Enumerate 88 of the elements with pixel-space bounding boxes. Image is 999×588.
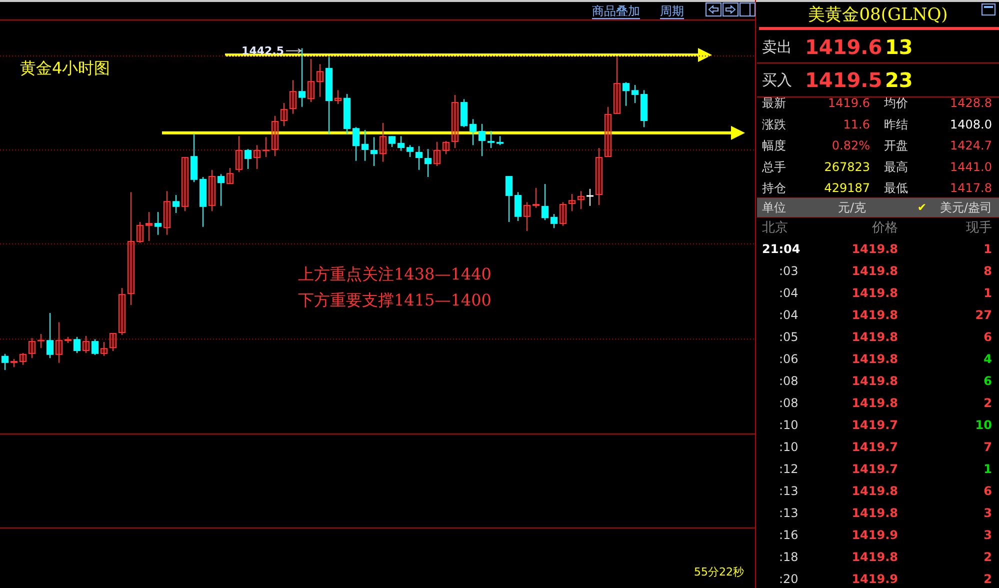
text: 267823 (824, 160, 870, 174)
text: 1419.8 (852, 330, 898, 344)
text: 持仓 (762, 181, 786, 196)
text: 美元/盎司 (940, 200, 992, 214)
text: 23 (885, 68, 913, 92)
text: 6 (984, 330, 992, 344)
text: ✔ (917, 201, 927, 214)
text: 6 (984, 484, 992, 498)
text: 卖出 (762, 38, 792, 56)
text: 1419.7 (852, 462, 898, 476)
text: :10 (779, 440, 798, 454)
text: 最新 (762, 96, 786, 110)
text: 13 (885, 35, 913, 59)
text: 1419.6 (805, 35, 882, 59)
text: 1419.8 (852, 396, 898, 410)
text: :18 (779, 550, 798, 564)
text: 1 (984, 286, 992, 300)
text: :04 (779, 308, 798, 322)
text: :20 (779, 572, 798, 586)
text: 7 (984, 440, 992, 454)
text: 单位 (762, 200, 786, 214)
text: 1419.6 (828, 96, 870, 110)
text: 1428.8 (950, 96, 992, 110)
text: :04 (779, 286, 798, 300)
annotation: 上方重点关注1438—1440 (298, 264, 492, 284)
text: 4 (984, 352, 992, 366)
text: 1419.8 (852, 308, 898, 322)
text: 1419.8 (852, 264, 898, 278)
text: :08 (779, 396, 798, 410)
text: 2 (984, 572, 992, 586)
text: 涨跌 (762, 117, 786, 132)
text: 1419.8 (852, 506, 898, 520)
text: 1419.7 (852, 418, 898, 432)
text: 10 (975, 418, 992, 432)
text: 开盘 (884, 138, 908, 153)
text: :13 (779, 484, 798, 498)
text: 1419.9 (852, 572, 898, 586)
text: 周期 (660, 4, 684, 18)
text: 昨结 (884, 117, 908, 132)
text: :16 (779, 528, 798, 542)
text: 429187 (824, 181, 870, 196)
text: 最低 (884, 181, 908, 196)
text: 1419.9 (852, 528, 898, 542)
text: 1419.8 (852, 242, 898, 256)
text: 1 (984, 462, 992, 476)
text: :13 (779, 506, 798, 520)
text: 6 (984, 374, 992, 388)
text: 1 (984, 242, 992, 256)
text: 总手 (761, 160, 786, 174)
text: 北京 (762, 220, 788, 236)
text: 1419.8 (852, 484, 898, 498)
text: :03 (779, 264, 798, 278)
text: 最高 (884, 160, 908, 174)
text: 1419.5 (805, 68, 882, 92)
text: 1424.7 (950, 138, 992, 153)
text: 商品叠加 (592, 4, 640, 18)
text: :08 (779, 374, 798, 388)
text: 1408.0 (950, 117, 992, 132)
text: 1419.8 (852, 352, 898, 366)
text: 均价 (883, 96, 908, 110)
text: 1419.8 (852, 374, 898, 388)
text: 元/克 (838, 200, 866, 214)
text: 3 (984, 528, 992, 542)
text: 8 (984, 264, 992, 278)
text: 价格 (871, 220, 898, 236)
text: 55分22秒 (694, 566, 744, 578)
text: 2 (984, 550, 992, 564)
annotation: 下方重要支撑1415—1400 (298, 290, 492, 310)
text: :12 (779, 462, 798, 476)
text: 11.6 (843, 117, 870, 132)
text: 2 (984, 396, 992, 410)
text: 1441.0 (950, 160, 992, 174)
text: 1417.8 (950, 181, 992, 196)
text: :05 (779, 330, 798, 344)
text: 3 (984, 506, 992, 520)
text: 0.82% (832, 138, 870, 153)
text: :06 (779, 352, 798, 366)
text: 1419.7 (852, 440, 898, 454)
text: 1419.8 (852, 550, 898, 564)
text: :10 (779, 418, 798, 432)
text: 现手 (966, 220, 992, 236)
text: 买入 (762, 71, 792, 89)
text: 黄金4小时图 (20, 58, 110, 78)
text: 美黄金08(GLNQ) (808, 5, 948, 25)
text: 27 (975, 308, 992, 322)
text: 1419.8 (852, 286, 898, 300)
text: 21:04 (762, 242, 800, 256)
text: 幅度 (762, 138, 786, 153)
